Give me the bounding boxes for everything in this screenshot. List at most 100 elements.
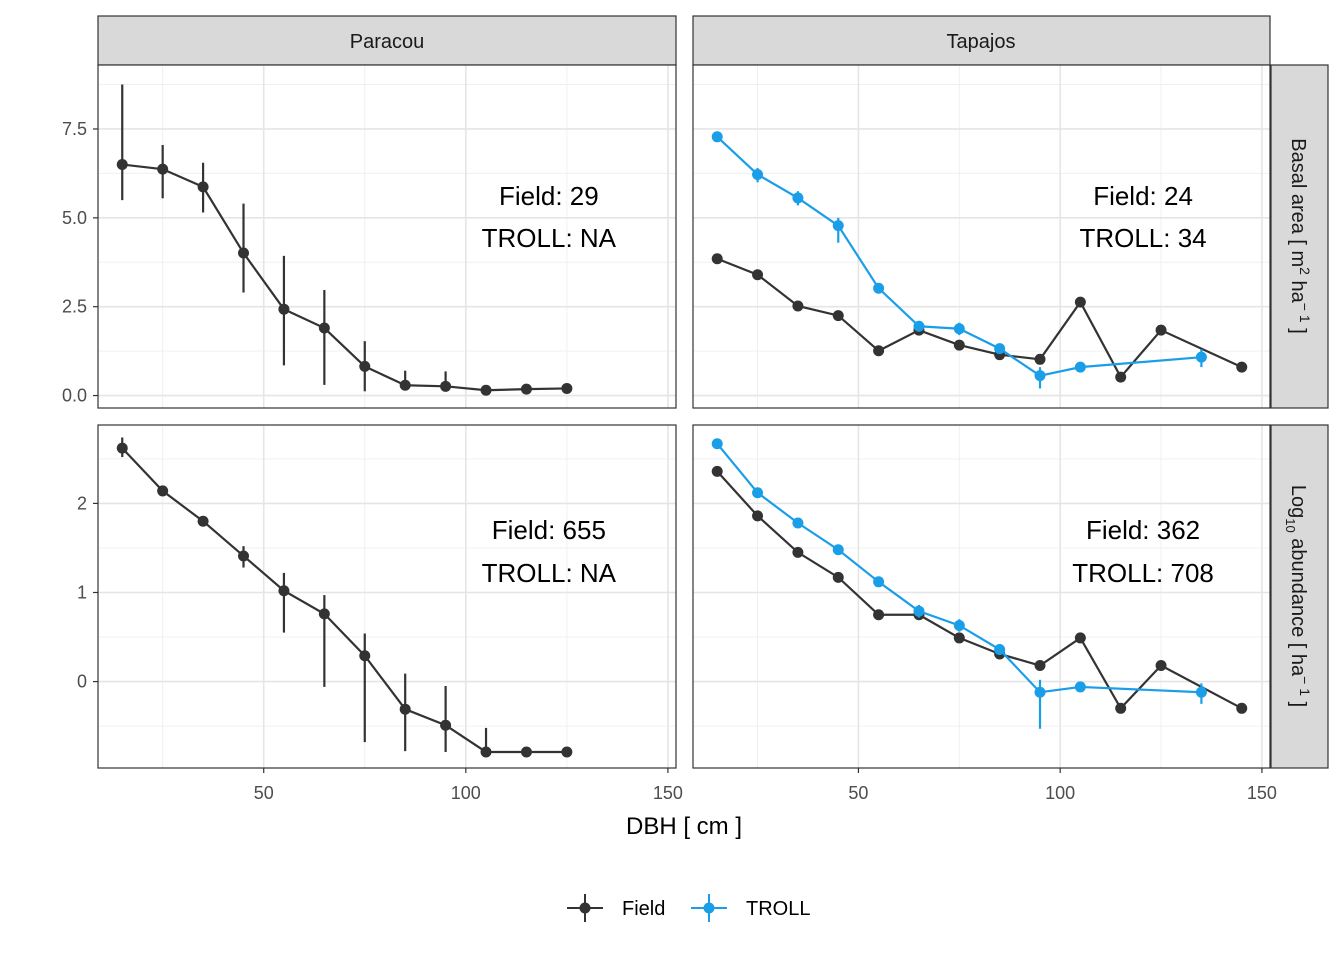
data-point: [1074, 296, 1086, 308]
panel-border: [692, 64, 1271, 409]
x-tick-label: 150: [653, 783, 683, 803]
panel-0-0: Field: 29 TROLL: NA 0.0 2.5 5.0 7.5: [62, 64, 677, 409]
annotation-field: Field: 29: [499, 181, 599, 211]
annotation-troll: TROLL: NA: [482, 558, 617, 588]
data-point: [157, 485, 169, 497]
data-point: [480, 384, 492, 396]
y-tick-label: 5.0: [62, 208, 87, 228]
y-tick-label: 2.5: [62, 297, 87, 317]
x-axis-title: DBH [ cm ]: [626, 813, 742, 840]
data-point: [1074, 632, 1086, 644]
data-point: [399, 379, 411, 391]
data-point: [792, 517, 804, 529]
x-tick-label: 100: [1045, 783, 1075, 803]
series-line: [121, 447, 567, 754]
panel-background: [98, 425, 676, 768]
data-point: [873, 282, 885, 294]
data-point: [953, 619, 965, 631]
panel-border: [97, 64, 677, 409]
data-point: [792, 546, 804, 558]
series-troll: [711, 131, 1207, 389]
data-point: [752, 269, 764, 281]
data-point: [359, 360, 371, 372]
data-point: [318, 322, 330, 334]
data-point: [832, 220, 844, 232]
strip-label-basal-area: Basal area [ m2 ha− 1 ]: [1287, 138, 1313, 334]
legend-key-field: [567, 894, 603, 922]
data-point: [832, 310, 844, 322]
panel-1-1: Field: 362 TROLL: 708 50 100 150: [692, 424, 1277, 803]
data-point: [711, 465, 723, 477]
data-point: [1115, 702, 1127, 714]
strip-abundance: Log10 abundance [ ha− 1 ]: [1270, 424, 1329, 769]
y-tick-label: 7.5: [62, 119, 87, 139]
series-field: [116, 84, 573, 396]
data-point: [561, 746, 573, 758]
data-point: [994, 644, 1006, 656]
y-tick-label: 2: [77, 493, 87, 513]
panel-border: [97, 424, 677, 769]
series-field: [711, 253, 1248, 383]
panels: Field: 29 TROLL: NA 0.0 2.5 5.0 7.5 Field: 24 T…: [62, 64, 1277, 803]
series-line: [122, 163, 567, 392]
y-tick-label: 0.0: [62, 386, 87, 406]
x-tick-label: 50: [254, 783, 274, 803]
x-tick-label: 50: [848, 783, 868, 803]
data-point: [157, 163, 169, 175]
data-point: [278, 303, 290, 315]
data-point: [1034, 353, 1046, 365]
data-point: [711, 438, 723, 450]
data-point: [318, 608, 330, 620]
data-point: [1195, 351, 1207, 363]
annotation-troll: TROLL: NA: [482, 223, 617, 253]
strip-label-abundance: Log10 abundance [ ha− 1 ]: [1283, 485, 1313, 707]
data-point: [440, 380, 452, 392]
data-point: [792, 192, 804, 204]
data-point: [832, 571, 844, 583]
y-tick-label: 1: [77, 582, 87, 602]
legend: Field TROLL: [567, 894, 810, 922]
data-point: [1115, 371, 1127, 383]
data-point: [953, 339, 965, 351]
data-point: [399, 703, 411, 715]
annotation-troll: TROLL: 34: [1079, 223, 1206, 253]
data-point: [994, 343, 1006, 355]
data-point: [1155, 324, 1167, 336]
panel-background: [693, 425, 1270, 768]
data-point: [873, 345, 885, 357]
panel-0-1: Field: 24 TROLL: 34: [692, 64, 1271, 409]
x-tick-label: 150: [1247, 783, 1277, 803]
y-tick-label: 0: [77, 672, 87, 692]
strip-label-paracou: Paracou: [350, 31, 425, 53]
data-point: [1195, 686, 1207, 698]
data-point: [953, 323, 965, 335]
annotation-field: Field: 655: [492, 515, 606, 545]
legend-label-troll: TROLL: [746, 898, 810, 920]
data-point: [752, 487, 764, 499]
data-point: [116, 159, 128, 171]
data-point: [197, 515, 209, 527]
data-point: [873, 576, 885, 588]
data-point: [1034, 660, 1046, 672]
data-point: [520, 746, 532, 758]
data-point: [480, 746, 492, 758]
data-point: [832, 544, 844, 556]
panel-border: [692, 424, 1271, 769]
series-field: [116, 437, 573, 758]
data-point: [913, 320, 925, 332]
series-troll: [711, 438, 1207, 729]
x-tick-label: 100: [451, 783, 481, 803]
data-point: [440, 719, 452, 731]
annotation-field: Field: 24: [1093, 181, 1193, 211]
strip-paracou: Paracou: [97, 15, 677, 66]
data-point: [1236, 361, 1248, 373]
data-point: [953, 632, 965, 644]
annotation-troll: TROLL: 708: [1072, 558, 1214, 588]
data-point: [1155, 660, 1167, 672]
data-point: [1034, 686, 1046, 698]
data-point: [278, 585, 290, 597]
data-point: [752, 510, 764, 522]
data-point: [238, 550, 250, 562]
strip-tapajos: Tapajos: [692, 15, 1271, 66]
